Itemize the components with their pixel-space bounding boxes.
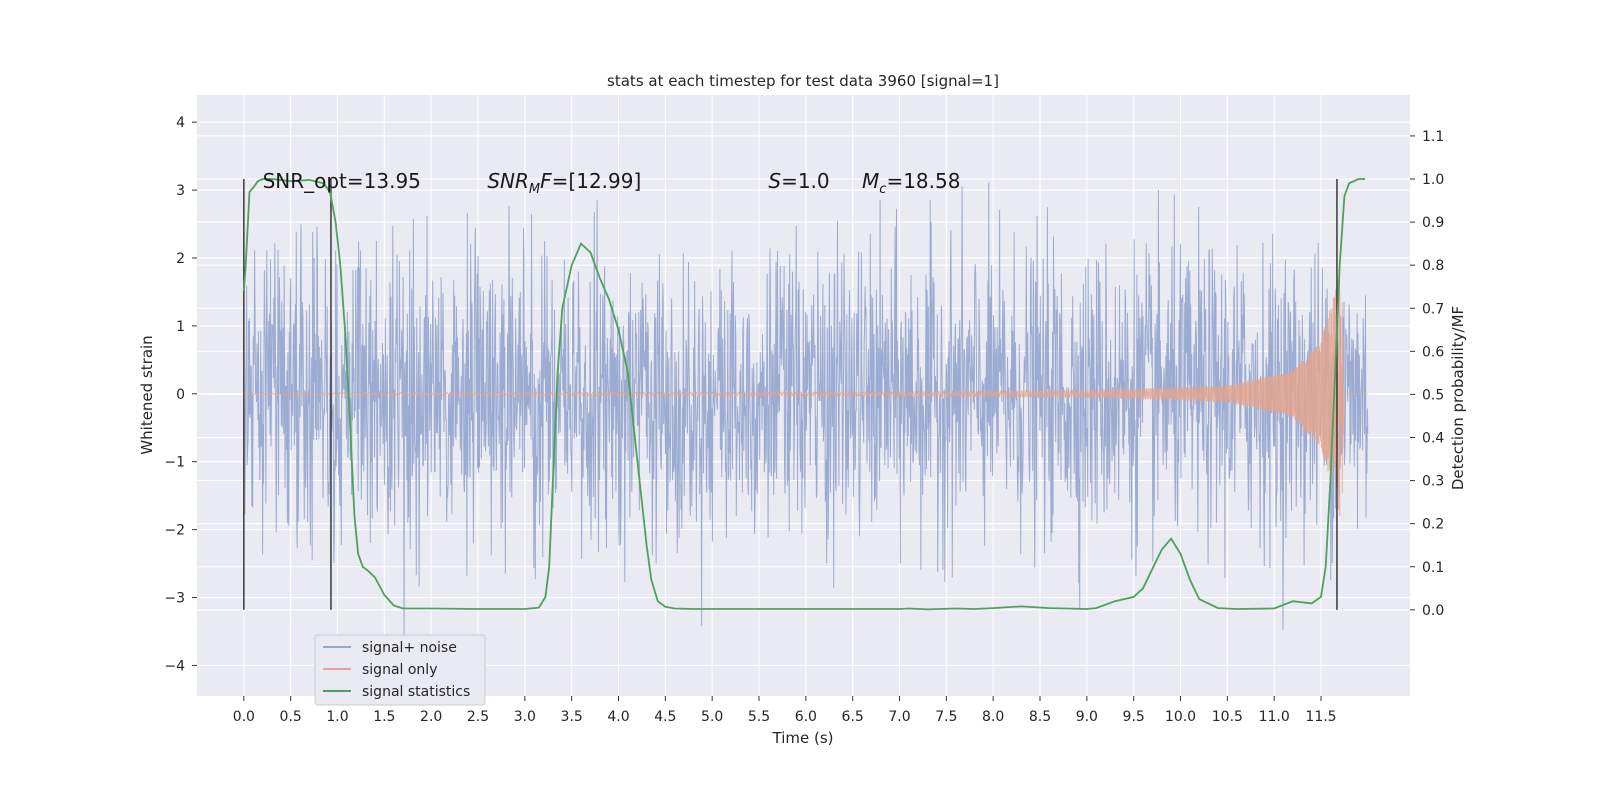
x-axis-label: Time (s) [772,729,834,747]
x-tick-label: 2.0 [420,709,442,725]
y2-tick-label: 0.2 [1422,517,1444,533]
x-tick-label: 0.5 [280,709,302,725]
x-tick-label: 3.5 [561,709,583,725]
x-tick-label: 1.0 [326,709,348,725]
y2-tick-label: 0.5 [1422,387,1444,403]
y2-tick-label: 0.4 [1422,431,1444,447]
y-tick-label: −4 [164,658,185,674]
legend-box [314,634,486,706]
annotation-snr-mf: SNRMF=[12.99] [487,169,641,197]
annotation-s-val: S=1.0 [768,169,829,193]
x-axis-ticks: 0.0 0.5 1.0 1.5 2.0 2.5 3.0 3.5 4.0 4.5 5.0 5.5 6.0 6… [233,696,1337,725]
annotations: SNR_opt=13.95 SNRMF=[12.99] S=1.0 Mc=18.58 [263,169,961,197]
x-tick-label: 8.5 [1029,709,1051,725]
y2-tick-label: 0.0 [1422,603,1444,619]
signal-only-line [243,270,1368,516]
y-axis-ticks: −4 −3 −2 −1 0 1 2 3 4 [164,115,197,674]
y-axis-label: Whitened strain [138,335,156,454]
x-tick-label: 6.0 [795,709,817,725]
x-tick-label: 4.0 [607,709,629,725]
y2-tick-label: 1.1 [1422,129,1444,145]
y2-tick-label: 0.7 [1422,301,1444,317]
y-tick-label: 1 [176,319,185,335]
y-tick-label: 4 [176,115,185,131]
x-tick-label: 5.5 [748,709,770,725]
x-tick-label: 6.5 [842,709,864,725]
x-tick-label: 7.5 [935,709,957,725]
x-tick-label: 5.0 [701,709,723,725]
annotation-mc-val: Mc=18.58 [862,169,960,197]
y2-tick-label: 0.9 [1422,215,1444,231]
signal-statistics-series [242,178,1365,611]
y2-tick-label: 0.8 [1422,258,1444,274]
x-tick-label: 9.0 [1076,709,1098,725]
y2-axis-label: Detection probability/MF [1449,306,1467,490]
y-tick-label: 0 [176,387,185,403]
x-tick-label: 8.0 [982,709,1004,725]
x-tick-label: 10.5 [1212,709,1243,725]
x-tick-label: 0.0 [233,709,255,725]
x-tick-label: 11.5 [1305,709,1336,725]
x-tick-label: 1.5 [373,709,395,725]
y-tick-label: −2 [164,523,185,539]
signal-noise-line [243,182,1369,644]
chart-title: stats at each timestep for test data 396… [607,72,999,90]
y-tick-label: −3 [164,591,185,607]
signal-only-series [243,270,1368,516]
y2-tick-label: 0.1 [1422,560,1444,576]
x-tick-label: 10.0 [1165,709,1196,725]
annotation-snr-opt: SNR_opt=13.95 [263,169,421,193]
legend-label-signal-statistics: signal statistics [362,684,470,700]
legend: signal+ noise signal only signal statist… [314,634,486,706]
legend-label-signal-noise: signal+ noise [362,640,457,656]
signal-noise-series [243,182,1369,644]
x-tick-label: 7.0 [888,709,910,725]
signal-statistics-line [242,178,1365,611]
x-tick-label: 2.5 [467,709,489,725]
vertical-markers [243,179,1338,610]
x-tick-label: 3.0 [514,709,536,725]
y2-axis-ticks: 0.0 0.1 0.2 0.3 0.4 0.5 0.6 0.7 0.8 0.9 1.0 1.1 [1410,129,1444,619]
y2-tick-label: 0.6 [1422,344,1444,360]
y2-tick-label: 0.3 [1422,474,1444,490]
y-tick-label: −1 [164,455,185,471]
x-tick-label: 9.5 [1123,709,1145,725]
y-tick-label: 2 [176,251,185,267]
x-tick-label: 11.0 [1259,709,1290,725]
y2-tick-label: 1.0 [1422,172,1444,188]
x-tick-label: 4.5 [654,709,676,725]
legend-label-signal-only: signal only [362,662,437,678]
y-tick-label: 3 [176,183,185,199]
